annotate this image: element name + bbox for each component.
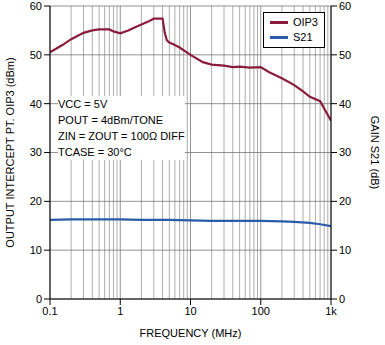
svg-text:10: 10	[30, 244, 42, 256]
html-text:S21: S21	[292, 31, 313, 43]
html-text:OIP3: OIP3	[292, 16, 318, 28]
svg-text:60: 60	[339, 0, 351, 12]
svg-text:FREQUENCY (MHz): FREQUENCY (MHz)	[140, 327, 242, 339]
svg-text:50: 50	[30, 49, 42, 61]
svg-text:OUTPUT INTERCEPT PT. OIP3 (dBm: OUTPUT INTERCEPT PT. OIP3 (dBm)	[8, 57, 16, 247]
html-text:POUT = 4dBm/TONE: POUT = 4dBm/TONE	[58, 114, 163, 126]
svg-text:40: 40	[30, 98, 42, 110]
html-text:VCC = 5V: VCC = 5V	[58, 98, 108, 110]
svg-text:30: 30	[30, 146, 42, 158]
svg-text:GAIN S21 (dB): GAIN S21 (dB)	[369, 116, 377, 189]
svg-text:0: 0	[36, 293, 42, 305]
svg-text:20: 20	[30, 195, 42, 207]
svg-text:0.1: 0.1	[42, 305, 57, 317]
svg-text:10: 10	[184, 305, 196, 317]
svg-text:50: 50	[339, 49, 351, 61]
svg-text:1: 1	[117, 305, 123, 317]
html-text:ZIN = ZOUT = 100Ω DIFF: ZIN = ZOUT = 100Ω DIFF	[58, 130, 185, 142]
svg-text:60: 60	[30, 0, 42, 12]
svg-text:30: 30	[339, 146, 351, 158]
html-text:TCASE = 30°C: TCASE = 30°C	[58, 146, 132, 158]
svg-text:20: 20	[339, 195, 351, 207]
svg-text:100: 100	[252, 305, 270, 317]
svg-text:10: 10	[339, 244, 351, 256]
svg-text:0: 0	[339, 293, 345, 305]
svg-text:40: 40	[339, 98, 351, 110]
svg-text:1k: 1k	[325, 305, 337, 317]
